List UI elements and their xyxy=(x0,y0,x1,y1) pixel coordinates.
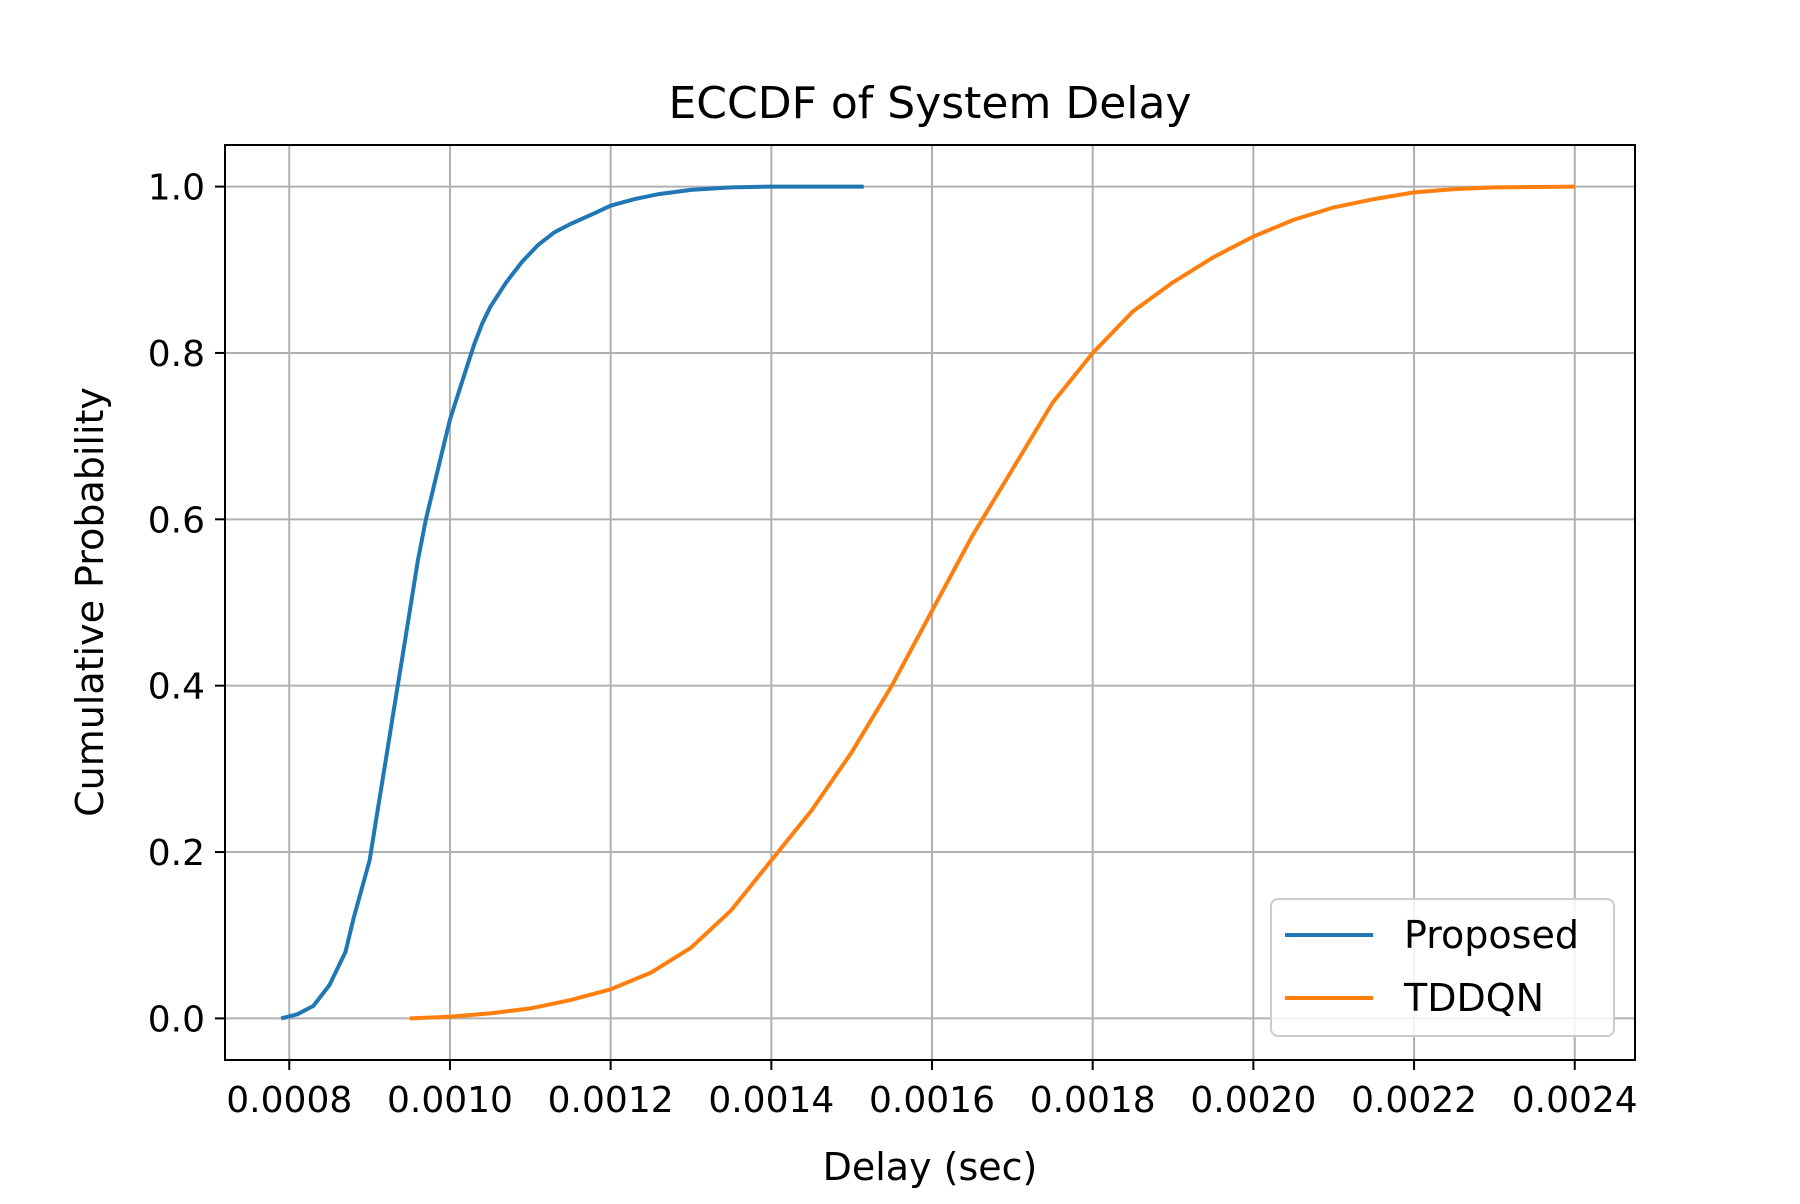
y-tick-label: 0.6 xyxy=(148,500,205,541)
x-tick-label: 0.0016 xyxy=(869,1080,995,1121)
y-tick-label: 0.0 xyxy=(148,999,205,1040)
x-axis-label: Delay (sec) xyxy=(823,1145,1038,1189)
x-tick-label: 0.0008 xyxy=(226,1080,352,1121)
y-tick-label: 0.2 xyxy=(148,833,205,874)
series-line-proposed xyxy=(280,184,864,1021)
legend-label-proposed: Proposed xyxy=(1404,913,1579,957)
y-tick-label: 0.8 xyxy=(148,334,205,375)
y-tick-label: 0.4 xyxy=(148,667,205,708)
tick-layer: 0.0008 0.0010 0.0012 0.0014 0.0016 0.0018 0.00… xyxy=(148,168,1638,1121)
x-tick-label: 0.0014 xyxy=(708,1080,834,1121)
x-tick-label: 0.0022 xyxy=(1351,1080,1477,1121)
x-tick-label: 0.0012 xyxy=(548,1080,674,1121)
x-tick-label: 0.0010 xyxy=(387,1080,513,1121)
series-line-tddqn xyxy=(409,184,1575,1021)
y-axis-label: Cumulative Probability xyxy=(68,387,112,817)
plot-frame xyxy=(224,144,1636,1061)
series-layer xyxy=(280,184,1575,1021)
y-tick-label: 1.0 xyxy=(148,168,205,209)
legend: Proposed TDDQN xyxy=(1270,898,1615,1037)
chart-title: ECCDF of System Delay xyxy=(668,78,1191,129)
x-tick-label: 0.0018 xyxy=(1030,1080,1156,1121)
legend-label-tddqn: TDDQN xyxy=(1403,976,1544,1020)
x-tick-label: 0.0024 xyxy=(1512,1080,1638,1121)
x-tick-label: 0.0020 xyxy=(1190,1080,1316,1121)
